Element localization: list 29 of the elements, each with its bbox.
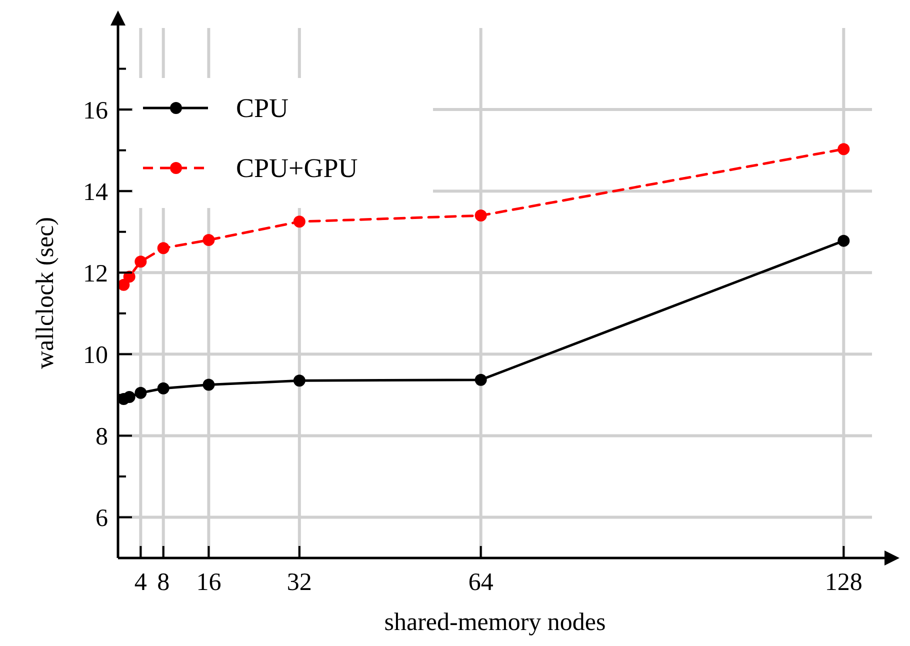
y-tick-label: 8 bbox=[96, 424, 108, 451]
y-tick-label: 10 bbox=[83, 342, 108, 370]
x-tick-label: 32 bbox=[286, 569, 312, 596]
point bbox=[293, 216, 306, 228]
y-tick-label: 14 bbox=[83, 179, 108, 206]
point bbox=[838, 234, 850, 247]
x-tick-label: 4 bbox=[134, 569, 148, 596]
point bbox=[157, 242, 170, 254]
point bbox=[118, 278, 130, 291]
point bbox=[157, 382, 170, 394]
point bbox=[293, 374, 306, 387]
x-tick-label: 8 bbox=[157, 569, 170, 596]
x-tick-label: 16 bbox=[196, 569, 222, 596]
x-tick-label: 64 bbox=[468, 569, 494, 596]
point bbox=[134, 386, 147, 399]
legend-label: CPU+GPU bbox=[236, 153, 358, 183]
point bbox=[202, 234, 215, 246]
y-tick-label: 16 bbox=[83, 98, 108, 125]
y-tick-label: 12 bbox=[83, 260, 108, 288]
point bbox=[134, 256, 147, 268]
point bbox=[474, 210, 487, 222]
legend-label: CPU bbox=[236, 93, 289, 123]
point bbox=[474, 374, 487, 386]
y-tick-label: 6 bbox=[96, 505, 108, 532]
x-axis-title: shared-memory nodes bbox=[384, 609, 606, 636]
x-tick-label: 128 bbox=[824, 569, 862, 596]
y-axis-title: wallclock (sec) bbox=[32, 216, 59, 370]
point bbox=[202, 378, 215, 391]
point bbox=[838, 143, 850, 156]
